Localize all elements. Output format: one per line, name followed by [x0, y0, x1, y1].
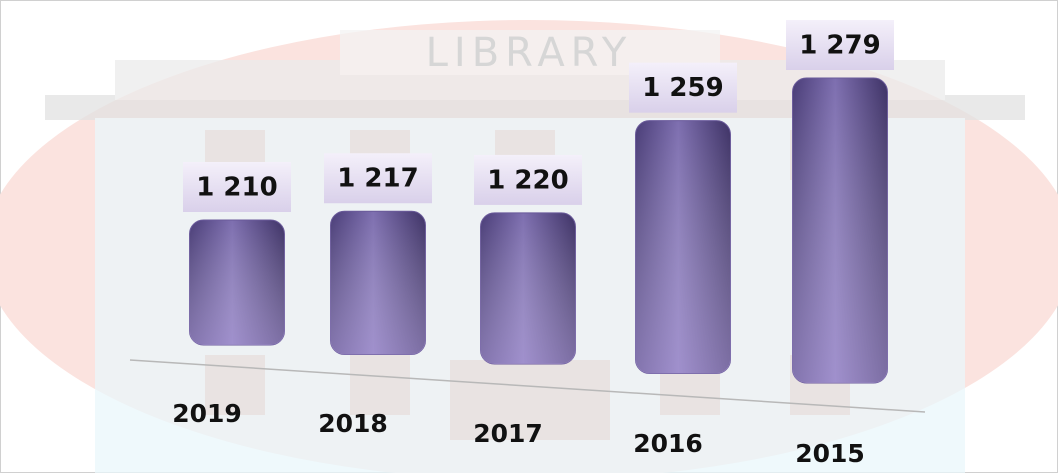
- x-tick-label: 2019: [172, 399, 242, 428]
- bg-label: LIBRARY: [426, 30, 633, 76]
- bar-shine: [481, 213, 576, 364]
- bar-shine: [636, 121, 731, 374]
- value-label: 1 279: [799, 31, 880, 61]
- value-label: 1 259: [642, 73, 723, 103]
- bar-shine: [331, 211, 426, 354]
- chart: LIBRARY 1 210 2019 1 217 2018 1 220 2017 1 259…: [0, 0, 1058, 473]
- page: LIBRARY 1 210 2019 1 217 2018 1 220 2017 1 259…: [0, 0, 1058, 473]
- value-label: 1 217: [337, 164, 418, 194]
- x-tick-label: 2017: [473, 419, 543, 448]
- value-label: 1 210: [196, 173, 277, 203]
- x-tick-label: 2016: [633, 429, 703, 458]
- bar-shine: [190, 220, 285, 345]
- x-tick-label: 2015: [795, 439, 865, 468]
- bar-shine: [793, 78, 888, 383]
- x-tick-label: 2018: [318, 409, 388, 438]
- value-label: 1 220: [487, 165, 568, 195]
